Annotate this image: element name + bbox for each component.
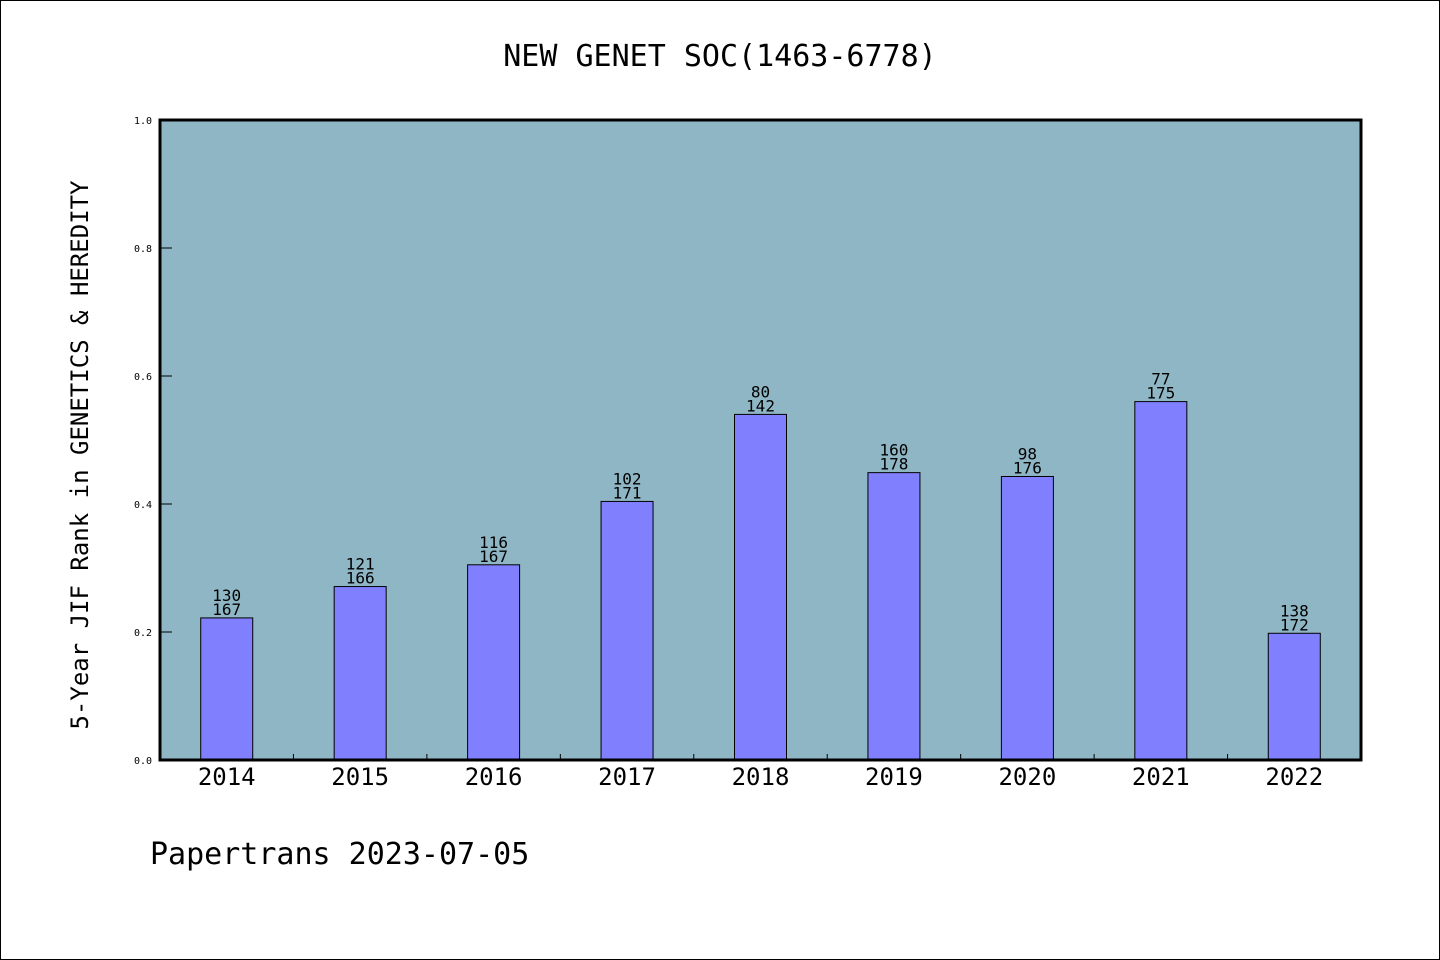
bar-total-label: 167 (479, 547, 508, 566)
chart-title: NEW GENET SOC(1463-6778) (503, 39, 936, 74)
bar-total-label: 166 (346, 569, 375, 588)
bar-2022 (1267, 632, 1321, 761)
bar-rank-label: 160 (879, 441, 908, 460)
y-axis-label: 5-Year JIF Rank in GENETICS & HEREDITY (66, 180, 94, 730)
bar-rank-label: 130 (212, 586, 241, 605)
bar-total-label: 178 (879, 455, 908, 474)
x-tick-label: 2018 (732, 763, 790, 791)
bar-total-label: 172 (1280, 615, 1309, 634)
bar-total-label: 171 (613, 483, 642, 502)
bar-total-label: 142 (746, 396, 775, 415)
bar-2021 (1134, 401, 1188, 761)
bar-rank-label: 138 (1280, 601, 1309, 620)
x-tick-label: 2019 (865, 763, 923, 791)
bar-2014 (200, 617, 254, 761)
bar-rank-label: 121 (346, 555, 375, 574)
bar-rank-label: 80 (751, 382, 770, 401)
bar-2018 (734, 413, 787, 761)
bar-2019 (867, 472, 921, 761)
y-tick-label: 0.4 (134, 500, 152, 511)
bar-2015 (333, 586, 387, 761)
bar-total-label: 175 (1146, 384, 1175, 403)
x-ticks-layer: 2014 2015 2016 2017 2018 2019 2020 2021 2022 (198, 754, 1323, 791)
y-tick-label: 0.2 (134, 628, 152, 639)
bar-total-label: 167 (212, 600, 241, 619)
x-tick-label: 2020 (998, 763, 1056, 791)
bar-rank-label: 98 (1018, 444, 1037, 463)
x-tick-label: 2015 (331, 763, 389, 791)
y-tick-label: 0.8 (134, 244, 152, 255)
bar-2017 (600, 500, 654, 761)
x-tick-label: 2021 (1132, 763, 1190, 791)
bars-layer: 1301671211661161671021718014216017898176… (200, 370, 1321, 761)
x-tick-label: 2022 (1265, 763, 1323, 791)
footer-credit: Papertrans 2023-07-05 (150, 837, 529, 872)
x-tick-label: 2014 (198, 763, 256, 791)
bar-rank-label: 116 (479, 533, 508, 552)
bar-2020 (1000, 475, 1054, 761)
y-tick-label: 0.0 (134, 756, 152, 767)
bar-rank-label: 102 (613, 469, 642, 488)
bar-2016 (467, 564, 521, 761)
plot-border (158, 118, 1363, 762)
bar-total-label: 176 (1013, 458, 1042, 477)
x-tick-label: 2016 (465, 763, 523, 791)
y-tick-label: 1.0 (134, 116, 152, 127)
bar-rank-label: 77 (1151, 370, 1170, 389)
y-tick-label: 0.6 (134, 372, 152, 383)
x-tick-label: 2017 (598, 763, 656, 791)
